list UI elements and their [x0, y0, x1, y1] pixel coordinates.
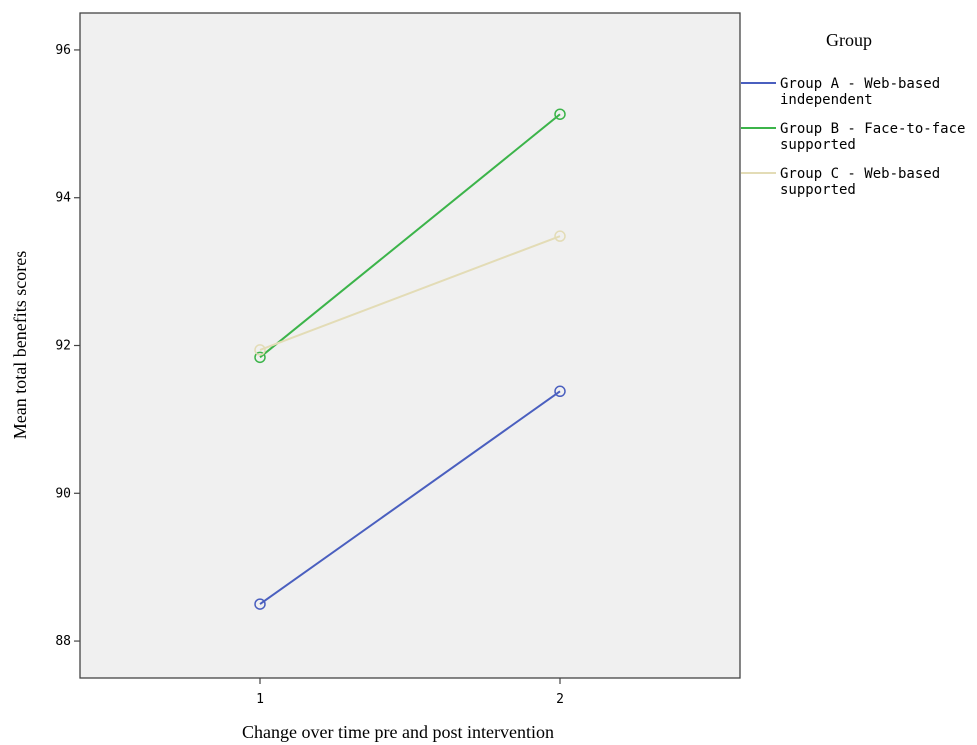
legend-label: independent: [780, 92, 873, 108]
data-point: [554, 108, 566, 120]
plot-area: [79, 12, 741, 679]
data-point: [554, 385, 566, 398]
y-tick-label: 88: [55, 634, 71, 649]
data-point: [254, 598, 266, 610]
series-line-3: [259, 235, 561, 351]
x-axis-title: Change over time pre and post interventi…: [242, 722, 554, 742]
y-tick-label: 94: [55, 191, 71, 206]
legend-label: supported: [780, 182, 856, 198]
legend-label: supported: [780, 137, 856, 153]
series-lines: [254, 108, 566, 610]
data-point: [554, 230, 566, 242]
data-point: [254, 351, 266, 364]
x-tick-label: 2: [556, 692, 564, 707]
legend-title: Group: [826, 30, 872, 50]
data-point: [254, 344, 266, 356]
y-tick-label: 90: [55, 486, 71, 501]
y-axis: 88 90 92 94 96: [55, 43, 80, 649]
y-tick-label: 92: [55, 339, 71, 354]
y-tick-label: 96: [55, 43, 71, 58]
y-axis-title: Mean total benefits scores: [10, 251, 30, 439]
x-tick-label: 1: [256, 692, 264, 707]
legend-label: Group C - Web-based: [780, 166, 940, 182]
series-line-1: [259, 390, 561, 605]
series-line-2: [259, 113, 561, 359]
legend-label: Group A - Web-based: [780, 76, 940, 92]
legend-label: Group B - Face-to-face: [780, 121, 965, 137]
